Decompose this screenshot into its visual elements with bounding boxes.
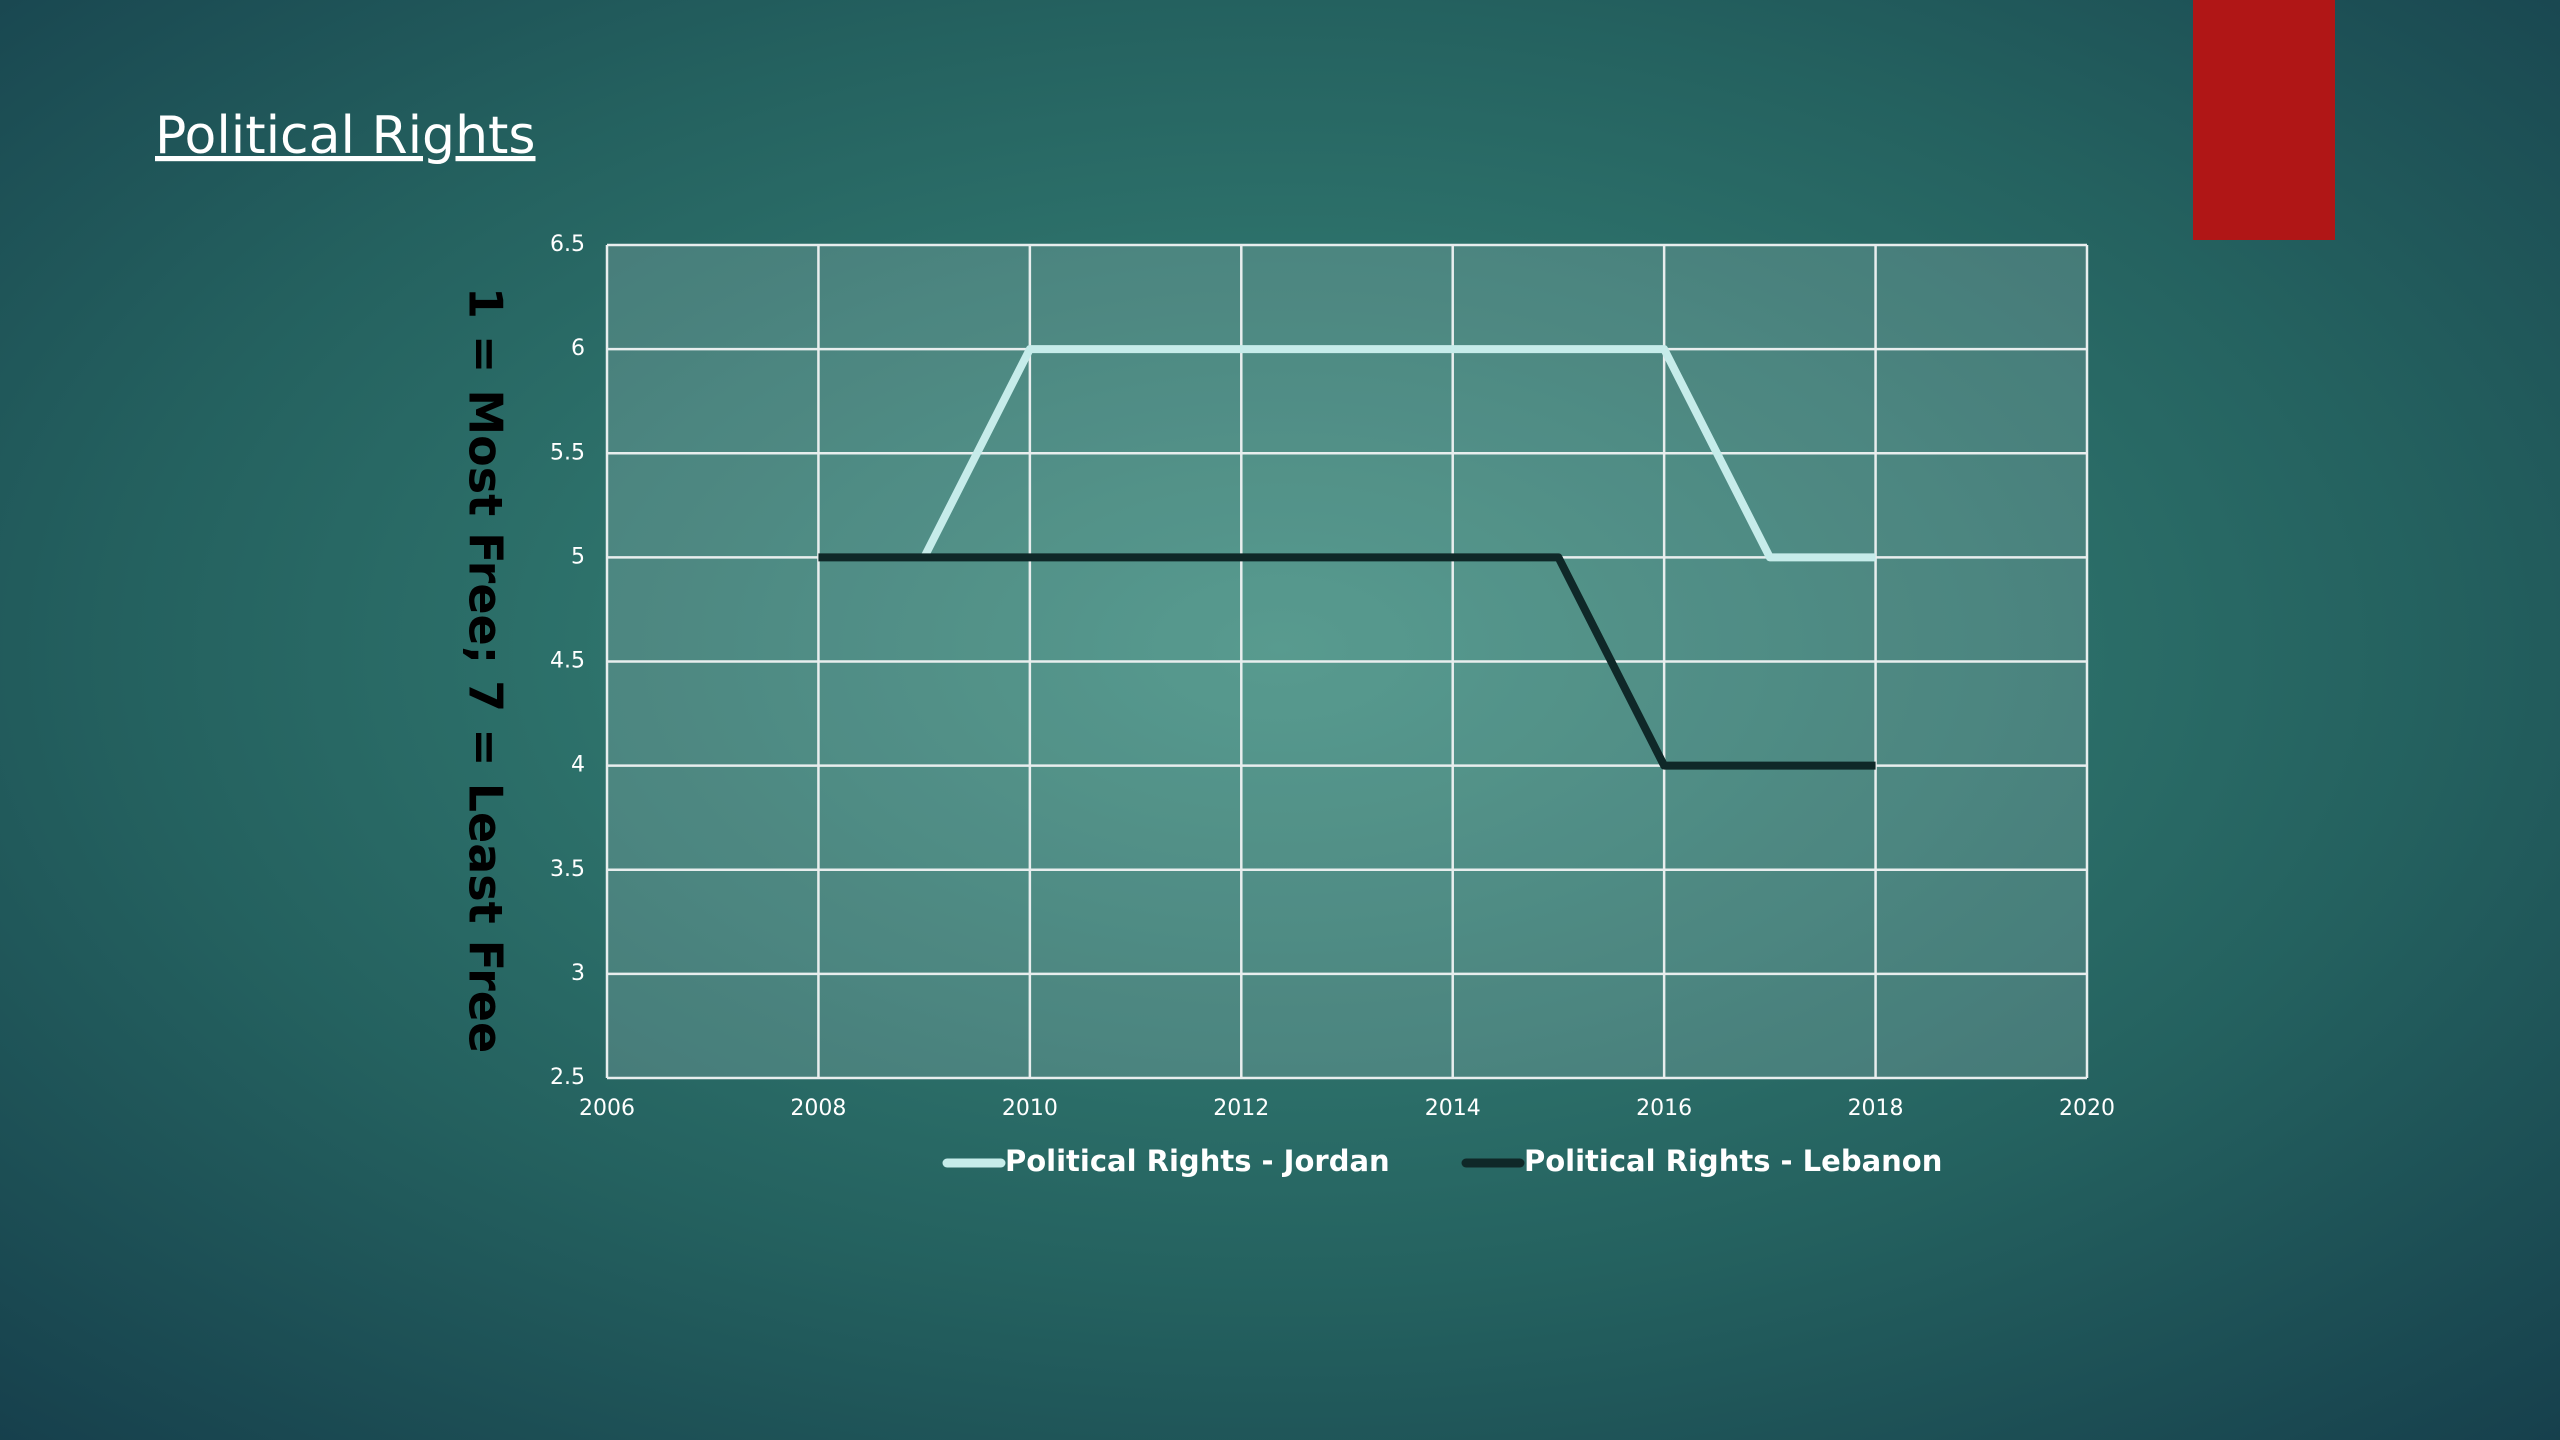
accent-bar xyxy=(2193,0,2335,240)
y-tick-label: 3.5 xyxy=(550,857,585,882)
legend-label: Political Rights - Lebanon xyxy=(1524,1144,1942,1178)
x-tick-label: 2018 xyxy=(1848,1096,1904,1121)
x-tick-label: 2016 xyxy=(1636,1096,1692,1121)
y-tick-label: 2.5 xyxy=(550,1065,585,1090)
series-line xyxy=(818,553,1876,770)
x-tick-label: 2020 xyxy=(2059,1096,2115,1121)
y-axis-label: 1 = Most Free; 7 = Least Free xyxy=(459,287,513,1053)
slide-title: Political Rights xyxy=(155,106,536,166)
y-tick-label: 3 xyxy=(571,961,585,986)
x-tick-label: 2014 xyxy=(1425,1096,1481,1121)
series-line xyxy=(920,345,1876,562)
y-tick-label: 4.5 xyxy=(550,649,585,674)
y-tick-label: 5 xyxy=(571,544,585,569)
y-tick-label: 5.5 xyxy=(550,440,585,465)
legend-label: Political Rights - Jordan xyxy=(1005,1144,1390,1178)
x-tick-label: 2012 xyxy=(1213,1096,1269,1121)
y-tick-label: 6 xyxy=(571,336,585,361)
x-tick-label: 2006 xyxy=(579,1096,635,1121)
x-tick-label: 2010 xyxy=(1002,1096,1058,1121)
x-tick-label: 2008 xyxy=(790,1096,846,1121)
y-tick-label: 4 xyxy=(571,753,585,778)
y-tick-label: 6.5 xyxy=(550,232,585,257)
